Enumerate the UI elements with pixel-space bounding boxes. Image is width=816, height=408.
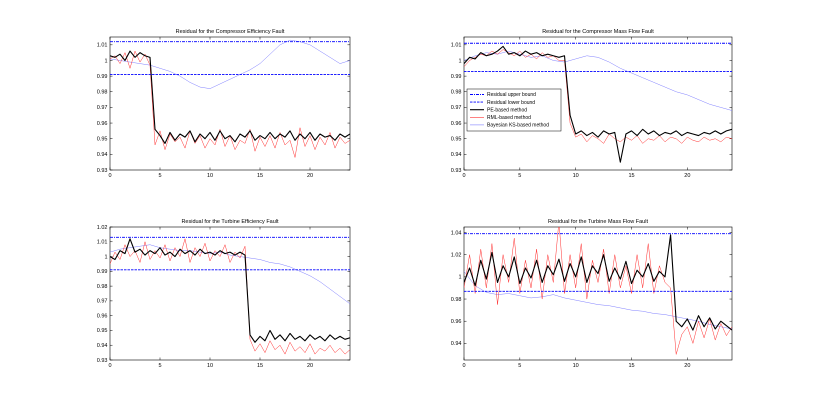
legend-entry: Residual lower bound [487,100,535,106]
y-tick-label: 1 [458,58,461,64]
y-tick-label: 0.95 [97,137,108,143]
y-tick-label: 0.93 [97,168,108,174]
y-tick-label: 1.02 [451,253,462,259]
y-tick-label: 0.94 [451,341,462,347]
y-tick-label: 0.93 [97,358,108,364]
x-tick-label: 20 [684,173,690,179]
series-line-bayes [110,244,350,305]
series-line-pe [464,234,732,331]
y-tick-label: 0.98 [97,90,108,96]
chart-panel-3: Residual for the Turbine Efficiency Faul… [97,219,351,369]
y-tick-label: 0.95 [97,328,108,334]
x-tick-label: 15 [628,363,634,369]
y-tick-label: 0.94 [97,152,108,158]
y-tick-label: 0.97 [97,299,108,305]
chart-title: Residual for the Compressor Efficiency F… [176,29,285,35]
y-tick-label: 0.97 [97,105,108,111]
chart-title: Residual for the Compressor Mass Flow Fa… [542,29,654,35]
y-tick-label: 1.01 [97,43,108,49]
legend-entry: Residual upper bound [487,92,536,98]
chart-title: Residual for the Turbine Mass Flow Fault [548,219,648,225]
legend: Residual upper bound Residual lower bound… [466,88,562,132]
y-tick-label: 1.01 [451,43,462,49]
series-line-rml [110,238,350,355]
y-tick-label: 0.99 [97,74,108,80]
x-tick-label: 20 [684,363,690,369]
series-line-bayes [464,50,732,111]
legend-entry: Bayesian KS-based method [487,123,549,129]
series-line-rml [464,49,732,144]
x-tick-label: 0 [108,173,111,179]
y-tick-label: 1.01 [97,240,108,246]
y-tick-label: 1.04 [451,230,462,236]
series-group [464,227,732,355]
x-tick-label: 15 [628,173,634,179]
series-line-pe [110,50,350,144]
x-tick-label: 5 [158,363,161,369]
legend-entry: PE-based method [487,107,527,113]
series-group [110,236,350,355]
x-tick-label: 10 [573,363,579,369]
y-tick-label: 0.98 [97,284,108,290]
x-tick-label: 10 [573,173,579,179]
y-tick-label: 0.98 [451,90,462,96]
x-tick-label: 10 [207,173,213,179]
y-tick-label: 0.96 [451,121,462,127]
x-tick-label: 15 [257,363,263,369]
x-tick-label: 0 [462,363,465,369]
y-tick-label: 0.98 [451,297,462,303]
y-tick-label: 1 [458,275,461,281]
y-tick-label: 0.99 [451,74,462,80]
x-tick-label: 0 [462,173,465,179]
x-tick-label: 0 [108,363,111,369]
plot-area [109,226,351,361]
y-tick-label: 1.02 [97,225,108,231]
x-tick-label: 20 [307,173,313,179]
x-tick-label: 5 [518,363,521,369]
series-line-pe [110,238,350,343]
series-line-rml [464,227,732,355]
y-tick-label: 0.94 [451,152,462,158]
y-tick-label: 0.96 [97,121,108,127]
series-group [110,39,350,158]
y-tick-label: 0.93 [451,168,462,174]
y-tick-label: 0.97 [451,105,462,111]
y-tick-label: 0.96 [451,319,462,325]
y-tick-label: 0.99 [97,269,108,275]
y-tick-label: 1 [104,254,107,260]
chart-panel-4: Residual for the Turbine Mass Flow Fault… [451,219,733,369]
y-tick-label: 1 [104,58,107,64]
series-group [464,42,732,163]
chart-title: Residual for the Turbine Efficiency Faul… [181,219,279,225]
legend-entry: RML-based method [487,115,531,121]
chart-panel-1: Residual for the Compressor Efficiency F… [97,29,351,179]
series-line-pe [464,45,732,163]
y-tick-label: 0.94 [97,343,108,349]
y-tick-label: 0.95 [451,137,462,143]
x-tick-label: 15 [257,173,263,179]
x-tick-label: 20 [307,363,313,369]
x-tick-label: 5 [518,173,521,179]
x-tick-label: 10 [207,363,213,369]
y-tick-label: 0.96 [97,313,108,319]
x-tick-label: 5 [158,173,161,179]
